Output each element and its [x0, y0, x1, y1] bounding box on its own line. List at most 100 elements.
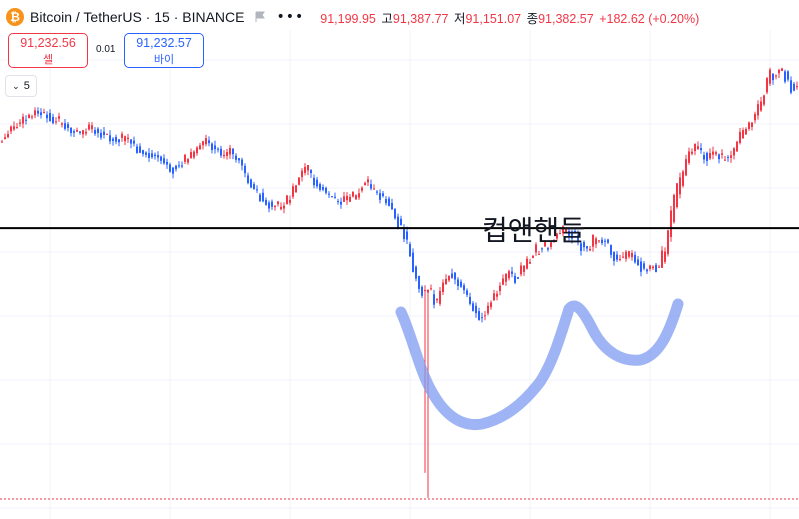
flag-icon[interactable]	[254, 11, 266, 23]
candle-body	[688, 151, 690, 163]
candle-body	[325, 187, 327, 193]
candle-body	[619, 258, 621, 260]
candle-body	[490, 302, 492, 308]
candle-body	[766, 78, 768, 93]
candle-body	[712, 151, 714, 155]
candle-body	[61, 123, 63, 125]
candle-body	[652, 266, 654, 269]
candle-body	[511, 271, 513, 274]
candle-body	[340, 201, 342, 205]
candle-body	[643, 263, 645, 269]
candle-body	[166, 161, 168, 165]
candle-body	[142, 150, 144, 155]
candle-body	[493, 293, 495, 301]
high-value: 91,387.77	[392, 11, 449, 26]
candle-body	[313, 177, 315, 186]
candle-body	[316, 179, 318, 187]
candle-body	[520, 265, 522, 275]
high-label: 고	[381, 11, 393, 26]
candle-body	[31, 116, 33, 118]
candle-body	[655, 264, 657, 273]
candle-body	[10, 126, 12, 132]
candle-body	[274, 206, 276, 208]
indicators-toggle[interactable]: ⌄ 5	[5, 75, 37, 97]
candle-body	[466, 290, 468, 295]
spread-value: 0.01	[96, 44, 116, 55]
candle-body	[184, 154, 186, 162]
more-options-icon[interactable]: •••	[276, 9, 305, 25]
candle-body	[223, 154, 225, 157]
candle-body	[793, 83, 795, 91]
candle-body	[523, 265, 525, 272]
ohlc-values: 91,199.95 고91,387.77 저91,151.07 종91,382.…	[320, 8, 701, 27]
candle-body	[556, 233, 558, 239]
candle-body	[100, 132, 102, 138]
candle-body	[709, 152, 711, 159]
candle-body	[211, 143, 213, 151]
candle-body	[469, 296, 471, 304]
candle-body	[526, 258, 528, 269]
candle-body	[190, 152, 192, 159]
candle-body	[715, 152, 717, 155]
candle-body	[559, 232, 561, 235]
sell-button[interactable]: 91,232.56 셀	[8, 33, 88, 68]
candle-body	[583, 241, 585, 248]
candle-body	[112, 138, 114, 142]
candle-body	[694, 143, 696, 152]
candle-body	[769, 69, 771, 84]
candle-body	[634, 254, 636, 263]
buy-label: 바이	[153, 54, 175, 66]
candle-body	[670, 210, 672, 237]
candle-body	[265, 199, 267, 205]
candle-body	[427, 289, 429, 293]
candle-body	[484, 315, 486, 317]
candle-body	[610, 245, 612, 255]
candle-body	[301, 170, 303, 178]
candle-body	[748, 122, 750, 130]
candle-body	[700, 148, 702, 151]
symbol-info[interactable]: ₿ Bitcoin / TetherUS · 15 · BINANCE •••	[4, 6, 321, 28]
candle-body	[760, 101, 762, 111]
candle-body	[337, 201, 339, 203]
candle-body	[259, 194, 261, 202]
candle-body	[622, 256, 624, 258]
candle-body	[730, 155, 732, 158]
candle-body	[43, 111, 45, 113]
candle-body	[577, 235, 579, 241]
candle-body	[547, 248, 549, 250]
candle-body	[232, 148, 234, 155]
candle-body	[781, 68, 783, 71]
candle-body	[253, 184, 255, 190]
candle-body	[754, 113, 756, 121]
low-value: 91,151.07	[465, 11, 522, 26]
candle-body	[127, 137, 129, 140]
candle-body	[496, 293, 498, 297]
candle-body	[733, 148, 735, 156]
candle-body	[67, 123, 69, 128]
candle-body	[7, 133, 9, 138]
candle-body	[268, 202, 270, 209]
candle-body	[430, 288, 432, 290]
candle-body	[58, 116, 60, 119]
candle-body	[85, 131, 87, 134]
candle-body	[475, 305, 477, 314]
candle-body	[553, 239, 555, 242]
candle-body	[163, 158, 165, 164]
candle-body	[199, 145, 201, 150]
candle-body	[589, 249, 591, 251]
candle-body	[169, 164, 171, 172]
buy-button[interactable]: 91,232.57 바이	[124, 33, 204, 68]
pattern-label: 컵앤핸들	[482, 214, 585, 247]
candle-body	[742, 130, 744, 139]
candle-body	[697, 146, 699, 149]
candle-body	[418, 275, 420, 289]
candle-body	[685, 159, 687, 176]
candle-body	[4, 137, 6, 140]
change-value: +182.62 (+0.20%)	[599, 11, 700, 26]
candle-body	[397, 216, 399, 228]
candle-body	[538, 253, 540, 255]
candle-body	[355, 195, 357, 200]
candle-body	[283, 205, 285, 209]
candle-body	[64, 123, 66, 129]
